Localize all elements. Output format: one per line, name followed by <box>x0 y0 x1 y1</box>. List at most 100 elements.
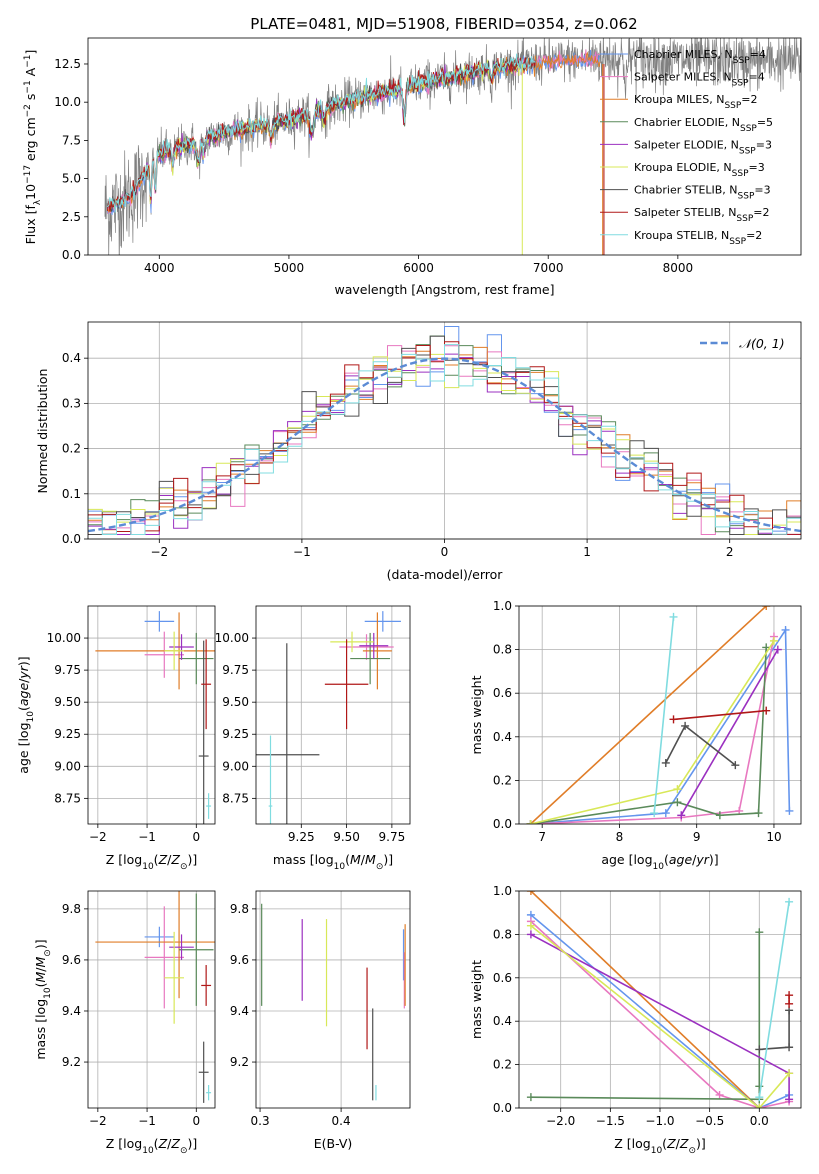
y-tick-label: 0.8 <box>493 927 512 941</box>
weight-marker <box>715 1090 724 1099</box>
axes-frame <box>87 890 216 1109</box>
y-tick-label: 0.2 <box>62 442 81 456</box>
x-tick-label: 0 <box>192 830 200 844</box>
weight-marker <box>673 785 682 794</box>
x-tick-label: −1.0 <box>645 1114 674 1128</box>
x-tick-label: 9.25 <box>288 830 315 844</box>
x-tick-label: 9.75 <box>379 830 406 844</box>
y-tick-label: 9.8 <box>62 902 81 916</box>
y-tick-label: 12.5 <box>54 57 81 71</box>
x-tick-label: 0.4 <box>332 1114 351 1128</box>
y-tick-label: 9.50 <box>222 695 249 709</box>
y-tick-label: 7.5 <box>62 133 81 147</box>
errorbar-point-salpeter-elodie <box>359 632 389 659</box>
weight-series-kroupa-miles <box>526 891 764 1108</box>
y-axis-label: age [log10(age/yr)] <box>16 656 36 773</box>
weight-line <box>530 891 760 1108</box>
x-tick-label: 9.50 <box>333 830 360 844</box>
weight-series-chabrier-stelib <box>661 721 740 770</box>
panel-mass-vs-ebv: 0.3 0.4 9.2 9.4 9.6 9.8 E(B-V) <box>230 890 411 1151</box>
panel-mass-weight-vs-Z: −2.0 −1.5 −1.0 −0.5 0.0 0.0 0.2 0.4 0.6 0.8 1.0 Z [… <box>469 884 802 1156</box>
weight-marker <box>785 1043 794 1052</box>
y-tick-label: 9.6 <box>62 953 81 967</box>
weight-marker <box>715 811 724 820</box>
weight-line <box>758 901 790 1098</box>
weight-line <box>759 1010 790 1051</box>
weight-marker <box>755 1082 764 1091</box>
panel-mass-vs-Z: −2 −1 0 9.2 9.4 9.6 9.8 Z [log10(Z/Z⊙)] mass [lo… <box>33 890 216 1156</box>
y-tick-label: 9.8 <box>230 902 249 916</box>
errorbar-point-salpeter-stelib <box>324 639 369 730</box>
y-tick-label: 0.6 <box>493 686 512 700</box>
y-tick-label: 9.4 <box>62 1004 81 1018</box>
spectrum-legend: Chabrier MILES, NSSP=4 Salpeter MILES, NS… <box>600 48 773 247</box>
y-tick-label: 8.75 <box>222 791 249 805</box>
y-tick-label: 9.00 <box>222 759 249 773</box>
weight-line <box>530 920 790 1108</box>
y-tick-label: 0.4 <box>493 1014 512 1028</box>
weight-marker <box>526 1093 535 1102</box>
figure-title: PLATE=0481, MJD=51908, FIBERID=0354, z=0… <box>250 15 637 33</box>
x-tick-label: −2 <box>150 545 168 559</box>
weight-marker <box>650 809 659 818</box>
y-tick-label: 2.5 <box>62 210 81 224</box>
legend-entry: Salpeter STELIB, NSSP=2 <box>634 206 770 224</box>
axes-frame <box>87 605 216 825</box>
weight-marker <box>677 811 686 820</box>
errorbar-point-salpeter-stelib <box>201 965 212 1006</box>
x-axis-label: Z [log10(Z/Z⊙)] <box>614 1136 706 1156</box>
y-axis-label: Flux [fλ10−17 erg cm−2 s−1 A−1] <box>23 50 43 245</box>
legend-entry: Kroupa STELIB, NSSP=2 <box>634 229 762 247</box>
plot-area-residual-histogram <box>88 326 801 535</box>
y-tick-label: 9.2 <box>62 1055 81 1069</box>
weight-line <box>530 925 790 1108</box>
axes-frame <box>255 890 411 1109</box>
weight-marker <box>681 721 690 730</box>
weight-marker <box>762 706 771 715</box>
weight-series-salpeter-stelib <box>669 706 771 724</box>
errorbar-point-kroupa-elodie <box>164 931 184 1024</box>
errorbar-point-salpeter-miles <box>144 906 184 1009</box>
y-axis-label: mass weight <box>469 960 484 1039</box>
errorbar-point-kroupa-stelib <box>268 735 273 824</box>
weight-series-kroupa-stelib <box>650 612 678 818</box>
plot-area-mass-weight-vs-age <box>526 606 794 824</box>
y-tick-label: 9.50 <box>54 695 81 709</box>
axes-frame <box>87 321 802 540</box>
weight-marker <box>731 761 740 770</box>
x-tick-label: −2.0 <box>546 1114 575 1128</box>
errorbar-point-chabrier-stelib <box>256 643 320 824</box>
y-tick-label: 0.1 <box>62 487 81 501</box>
y-axis-label: mass [log10(M/M⊙)] <box>33 939 53 1059</box>
errorbar-point-salpeter-miles <box>339 634 394 660</box>
errorbar-point-kroupa-stelib <box>206 1085 212 1101</box>
axes-frame <box>87 37 802 256</box>
x-tick-label: 9 <box>693 830 701 844</box>
y-tick-label: 0.0 <box>62 248 81 262</box>
weight-line <box>530 932 761 1101</box>
weight-marker <box>669 612 678 621</box>
weight-marker <box>769 636 778 645</box>
weight-marker <box>785 999 794 1008</box>
weight-line <box>673 709 767 721</box>
weight-series-kroupa-elodie <box>526 636 778 824</box>
y-tick-label: 9.25 <box>54 727 81 741</box>
x-tick-label: −0.5 <box>695 1114 724 1128</box>
weight-marker <box>755 928 764 937</box>
errorbar-point-salpeter-stelib <box>201 639 212 730</box>
weight-line <box>680 649 779 816</box>
x-axis-label: mass [log10(M/M⊙)] <box>273 852 393 872</box>
y-tick-label: 0.4 <box>493 730 512 744</box>
weight-line <box>530 606 767 824</box>
y-tick-label: 9.75 <box>54 663 81 677</box>
weight-marker <box>673 798 682 807</box>
plot-area-mass-weight-vs-Z <box>526 891 794 1108</box>
x-tick-label: −1 <box>138 830 156 844</box>
histogram-kroupa-stelib <box>88 344 801 535</box>
y-tick-label: 9.25 <box>222 727 249 741</box>
weight-line <box>530 636 775 824</box>
weight-line <box>530 640 775 824</box>
x-tick-label: −1.5 <box>596 1114 625 1128</box>
x-tick-label: 5000 <box>274 261 305 275</box>
weight-marker <box>526 891 535 895</box>
